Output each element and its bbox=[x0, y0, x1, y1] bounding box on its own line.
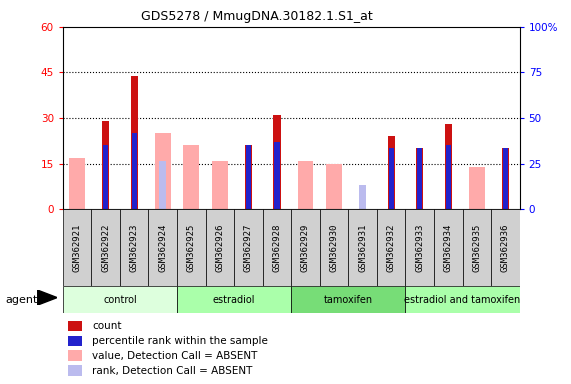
Text: tamoxifen: tamoxifen bbox=[324, 295, 373, 305]
Bar bbox=[67, 321, 82, 331]
Bar bbox=[234, 209, 263, 286]
Bar bbox=[63, 286, 177, 313]
Bar bbox=[377, 209, 405, 286]
Bar bbox=[297, 161, 313, 209]
Text: GSM362925: GSM362925 bbox=[187, 223, 196, 272]
Bar bbox=[502, 149, 508, 209]
Bar bbox=[445, 124, 452, 209]
Bar bbox=[502, 149, 509, 209]
Text: GSM362924: GSM362924 bbox=[158, 223, 167, 272]
Bar bbox=[102, 121, 109, 209]
Text: GSM362921: GSM362921 bbox=[73, 223, 82, 272]
Bar bbox=[417, 149, 423, 209]
Bar bbox=[405, 209, 434, 286]
Bar bbox=[245, 146, 252, 209]
Bar bbox=[326, 164, 342, 209]
Bar bbox=[63, 209, 91, 286]
Bar bbox=[120, 209, 148, 286]
Bar bbox=[389, 149, 394, 209]
Text: GSM362934: GSM362934 bbox=[444, 223, 453, 272]
Bar bbox=[291, 209, 320, 286]
Bar bbox=[91, 209, 120, 286]
Bar bbox=[263, 209, 291, 286]
Bar bbox=[246, 146, 251, 209]
Text: GSM362928: GSM362928 bbox=[272, 223, 282, 272]
Text: value, Detection Call = ABSENT: value, Detection Call = ABSENT bbox=[92, 351, 258, 361]
Text: agent: agent bbox=[6, 295, 38, 305]
Bar bbox=[405, 286, 520, 313]
Bar bbox=[416, 149, 423, 209]
Text: GSM362930: GSM362930 bbox=[329, 223, 339, 272]
Bar bbox=[274, 142, 280, 209]
Text: GSM362927: GSM362927 bbox=[244, 223, 253, 272]
Text: estradiol: estradiol bbox=[213, 295, 255, 305]
Bar bbox=[67, 336, 82, 346]
Text: GSM362936: GSM362936 bbox=[501, 223, 510, 272]
Text: estradiol and tamoxifen: estradiol and tamoxifen bbox=[404, 295, 521, 305]
Text: GSM362922: GSM362922 bbox=[101, 223, 110, 272]
Bar bbox=[469, 167, 485, 209]
Bar bbox=[502, 161, 509, 209]
Bar bbox=[67, 365, 82, 376]
Bar bbox=[463, 209, 491, 286]
Polygon shape bbox=[37, 290, 57, 305]
Text: control: control bbox=[103, 295, 137, 305]
Bar bbox=[491, 209, 520, 286]
Text: GSM362929: GSM362929 bbox=[301, 223, 310, 272]
Bar bbox=[212, 161, 228, 209]
Bar bbox=[177, 209, 206, 286]
Bar bbox=[67, 350, 82, 361]
Bar bbox=[183, 146, 199, 209]
Bar bbox=[69, 157, 85, 209]
Bar bbox=[103, 146, 108, 209]
Text: rank, Detection Call = ABSENT: rank, Detection Call = ABSENT bbox=[92, 366, 252, 376]
Bar bbox=[274, 161, 280, 209]
Bar bbox=[388, 136, 395, 209]
Text: GSM362923: GSM362923 bbox=[130, 223, 139, 272]
Bar bbox=[131, 133, 137, 209]
Bar bbox=[206, 209, 234, 286]
Bar bbox=[177, 286, 291, 313]
Bar bbox=[348, 209, 377, 286]
Text: percentile rank within the sample: percentile rank within the sample bbox=[92, 336, 268, 346]
Bar bbox=[359, 185, 366, 209]
Bar bbox=[434, 209, 463, 286]
Bar bbox=[159, 161, 166, 209]
Bar bbox=[131, 76, 138, 209]
Text: GSM362935: GSM362935 bbox=[472, 223, 481, 272]
Text: GDS5278 / MmugDNA.30182.1.S1_at: GDS5278 / MmugDNA.30182.1.S1_at bbox=[141, 10, 373, 23]
Bar bbox=[155, 133, 171, 209]
Text: GSM362932: GSM362932 bbox=[387, 223, 396, 272]
Bar bbox=[446, 146, 451, 209]
Bar bbox=[291, 286, 405, 313]
Text: GSM362931: GSM362931 bbox=[358, 223, 367, 272]
Bar bbox=[320, 209, 348, 286]
Bar bbox=[274, 115, 280, 209]
Text: count: count bbox=[92, 321, 122, 331]
Bar bbox=[148, 209, 177, 286]
Text: GSM362926: GSM362926 bbox=[215, 223, 224, 272]
Text: GSM362933: GSM362933 bbox=[415, 223, 424, 272]
